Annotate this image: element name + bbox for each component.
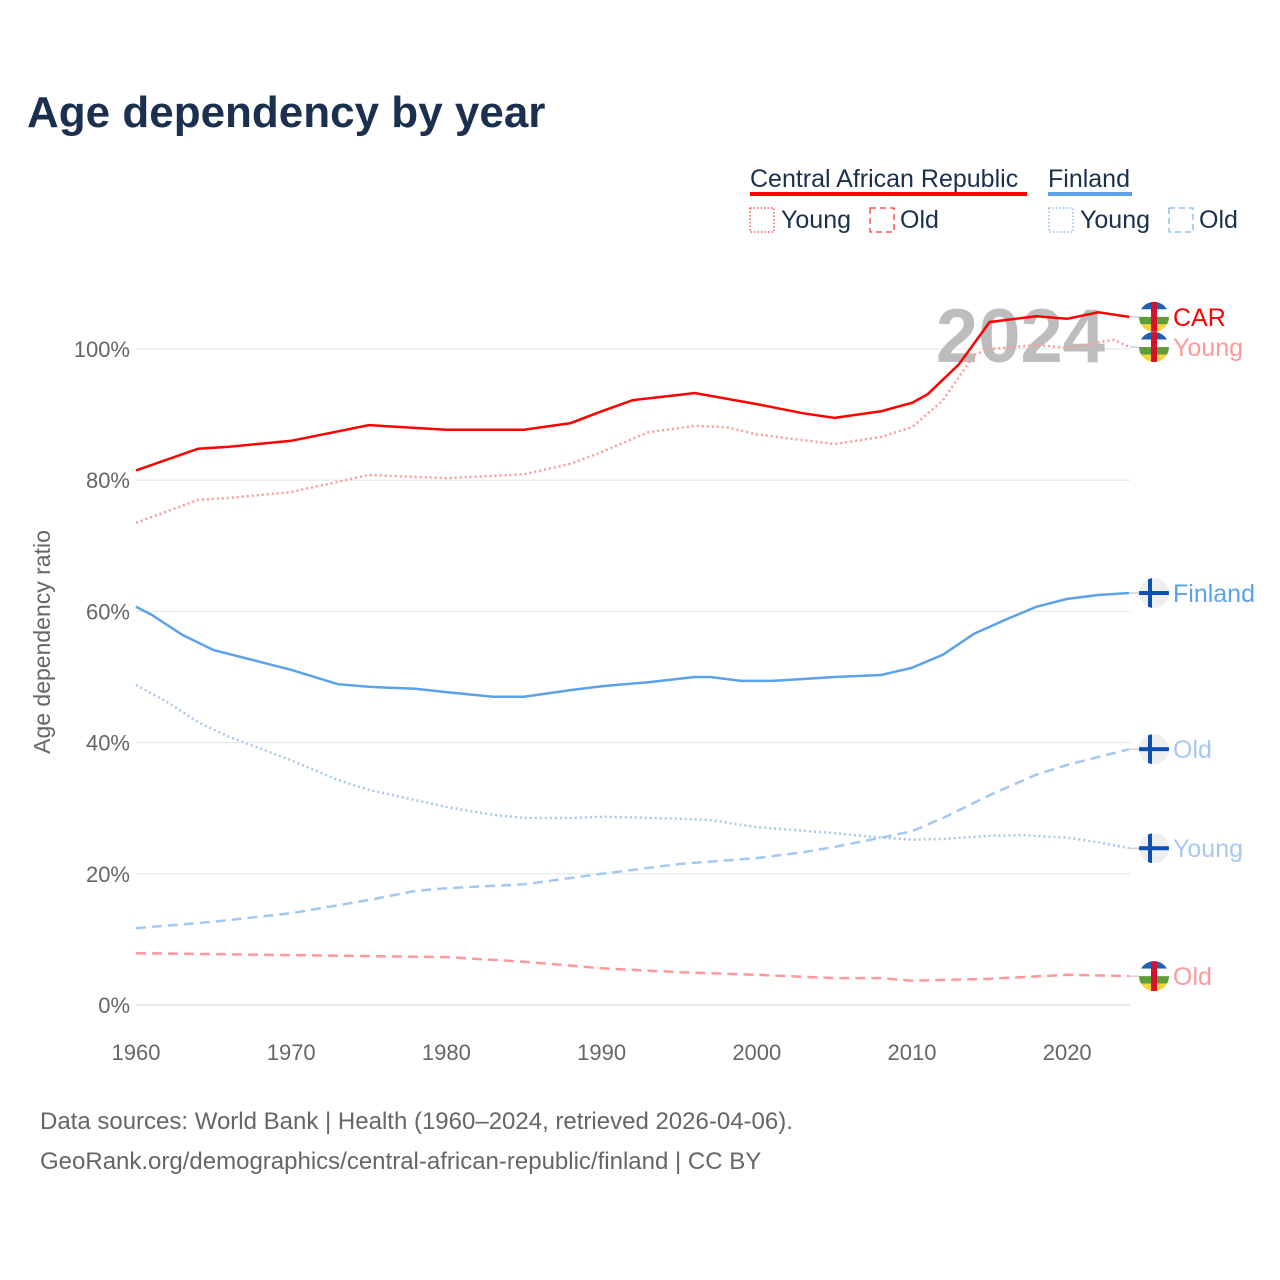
series-end-label: Old xyxy=(1173,736,1212,764)
series-end-label: Finland xyxy=(1173,580,1255,608)
x-tick-label: 1960 xyxy=(112,1040,161,1065)
series-line-central-african-republic-young xyxy=(135,338,1130,524)
series-end-label: Young xyxy=(1173,835,1243,863)
year-watermark: 2024 xyxy=(936,294,1105,379)
series-line-finland-young xyxy=(135,683,1130,850)
series-line-finland-old xyxy=(135,747,1130,930)
page-title: Age dependency by year xyxy=(27,88,546,137)
legend-car-young[interactable]: Young xyxy=(781,206,851,234)
legend-finland[interactable]: Finland xyxy=(1048,165,1130,193)
legend: Central African Republic Finland Young O… xyxy=(749,165,1238,234)
legend-car[interactable]: Central African Republic xyxy=(750,165,1018,193)
legend-fin-old-swatch xyxy=(1168,207,1194,233)
series-line-central-african-republic-old xyxy=(135,951,1130,982)
legend-car-young-swatch xyxy=(749,207,775,233)
legend-finland-swatch xyxy=(1048,192,1132,196)
legend-car-old-swatch xyxy=(869,207,895,233)
legend-fin-young-swatch xyxy=(1048,207,1074,233)
x-tick-label: 2010 xyxy=(888,1040,937,1065)
y-tick-label: 20% xyxy=(86,862,130,887)
series-line-finland xyxy=(135,591,1130,698)
series-line-central-african-republic xyxy=(135,311,1130,472)
legend-fin-young[interactable]: Young xyxy=(1080,206,1150,234)
source-line-2: GeoRank.org/demographics/central-african… xyxy=(40,1148,762,1175)
legend-fin-old[interactable]: Old xyxy=(1199,206,1238,234)
series-end-label: Young xyxy=(1173,334,1243,362)
y-tick-label: 100% xyxy=(74,337,130,362)
finland-flag-icon xyxy=(1139,734,1169,765)
y-tick-label: 80% xyxy=(86,468,130,493)
y-axis-label: Age dependency ratio xyxy=(29,530,55,754)
y-tick-label: 0% xyxy=(98,993,130,1018)
series-end-label: CAR xyxy=(1173,304,1226,332)
y-tick-label: 40% xyxy=(86,731,130,756)
legend-car-old[interactable]: Old xyxy=(900,206,939,234)
finland-flag-icon xyxy=(1139,578,1169,609)
x-tick-label: 1970 xyxy=(267,1040,316,1065)
legend-car-swatch xyxy=(750,192,1027,196)
x-tick-label: 1990 xyxy=(577,1040,626,1065)
source-line-1: Data sources: World Bank | Health (1960–… xyxy=(40,1108,793,1135)
car-flag-icon xyxy=(1139,961,1169,992)
y-tick-label: 60% xyxy=(86,599,130,624)
series-end-label: Old xyxy=(1173,963,1212,991)
finland-flag-icon xyxy=(1139,833,1169,864)
x-tick-label: 1980 xyxy=(422,1040,471,1065)
car-flag-icon xyxy=(1139,332,1169,363)
car-flag-icon xyxy=(1139,301,1169,332)
x-tick-label: 2020 xyxy=(1043,1040,1092,1065)
x-tick-label: 2000 xyxy=(732,1040,781,1065)
